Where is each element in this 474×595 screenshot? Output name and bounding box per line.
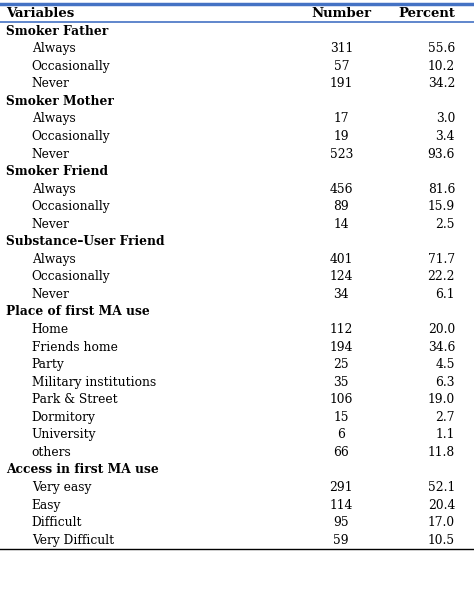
Text: 456: 456 (329, 183, 353, 196)
Text: 3.0: 3.0 (436, 112, 455, 126)
Text: 15: 15 (334, 411, 349, 424)
Text: 311: 311 (329, 42, 353, 55)
Text: 89: 89 (333, 200, 349, 213)
Text: 59: 59 (334, 534, 349, 547)
Text: 17: 17 (334, 112, 349, 126)
Text: Dormitory: Dormitory (32, 411, 96, 424)
Text: 112: 112 (329, 323, 353, 336)
Text: 15.9: 15.9 (428, 200, 455, 213)
Text: 25: 25 (334, 358, 349, 371)
Text: Occasionally: Occasionally (32, 200, 110, 213)
Text: others: others (32, 446, 72, 459)
Text: 4.5: 4.5 (436, 358, 455, 371)
Text: Smoker Father: Smoker Father (6, 24, 108, 37)
Text: 106: 106 (329, 393, 353, 406)
Text: 93.6: 93.6 (428, 148, 455, 161)
Text: Always: Always (32, 183, 75, 196)
Text: 71.7: 71.7 (428, 253, 455, 266)
Text: 191: 191 (329, 77, 353, 90)
Text: 2.7: 2.7 (436, 411, 455, 424)
Text: Always: Always (32, 42, 75, 55)
Text: 22.2: 22.2 (428, 270, 455, 283)
Text: 81.6: 81.6 (428, 183, 455, 196)
Text: 10.5: 10.5 (428, 534, 455, 547)
Text: Never: Never (32, 77, 70, 90)
Text: 2.5: 2.5 (436, 218, 455, 231)
Text: Park & Street: Park & Street (32, 393, 118, 406)
Text: 57: 57 (334, 60, 349, 73)
Text: 3.4: 3.4 (436, 130, 455, 143)
Text: Easy: Easy (32, 499, 61, 512)
Text: 19: 19 (334, 130, 349, 143)
Text: Variables: Variables (6, 7, 74, 20)
Text: 20.4: 20.4 (428, 499, 455, 512)
Text: Never: Never (32, 288, 70, 301)
Text: 10.2: 10.2 (428, 60, 455, 73)
Text: 291: 291 (329, 481, 353, 494)
Text: 66: 66 (333, 446, 349, 459)
Text: 34.6: 34.6 (428, 340, 455, 353)
Text: Substance–User Friend: Substance–User Friend (6, 235, 164, 248)
Text: University: University (32, 428, 96, 441)
Text: Place of first MA use: Place of first MA use (6, 305, 149, 318)
Text: 11.8: 11.8 (428, 446, 455, 459)
Text: 55.6: 55.6 (428, 42, 455, 55)
Text: Difficult: Difficult (32, 516, 82, 529)
Text: 1.1: 1.1 (436, 428, 455, 441)
Text: Very Difficult: Very Difficult (32, 534, 114, 547)
Text: 523: 523 (329, 148, 353, 161)
Text: Number: Number (311, 7, 371, 20)
Text: Never: Never (32, 148, 70, 161)
Text: Percent: Percent (398, 7, 455, 20)
Text: Friends home: Friends home (32, 340, 118, 353)
Text: Always: Always (32, 112, 75, 126)
Text: Occasionally: Occasionally (32, 60, 110, 73)
Text: 17.0: 17.0 (428, 516, 455, 529)
Text: Smoker Mother: Smoker Mother (6, 95, 114, 108)
Text: Always: Always (32, 253, 75, 266)
Text: Occasionally: Occasionally (32, 270, 110, 283)
Text: 34.2: 34.2 (428, 77, 455, 90)
Text: 6.3: 6.3 (436, 375, 455, 389)
Text: 14: 14 (334, 218, 349, 231)
Text: 52.1: 52.1 (428, 481, 455, 494)
Text: 19.0: 19.0 (428, 393, 455, 406)
Text: 6: 6 (337, 428, 345, 441)
Text: Occasionally: Occasionally (32, 130, 110, 143)
Text: 34: 34 (334, 288, 349, 301)
Text: 401: 401 (329, 253, 353, 266)
Text: Home: Home (32, 323, 69, 336)
Text: Party: Party (32, 358, 64, 371)
Text: 95: 95 (334, 516, 349, 529)
Text: 35: 35 (334, 375, 349, 389)
Text: Smoker Friend: Smoker Friend (6, 165, 108, 178)
Text: 124: 124 (329, 270, 353, 283)
Text: 194: 194 (329, 340, 353, 353)
Text: Military institutions: Military institutions (32, 375, 156, 389)
Text: 6.1: 6.1 (436, 288, 455, 301)
Text: Access in first MA use: Access in first MA use (6, 464, 158, 477)
Text: 20.0: 20.0 (428, 323, 455, 336)
Text: Very easy: Very easy (32, 481, 91, 494)
Text: Never: Never (32, 218, 70, 231)
Text: 114: 114 (329, 499, 353, 512)
